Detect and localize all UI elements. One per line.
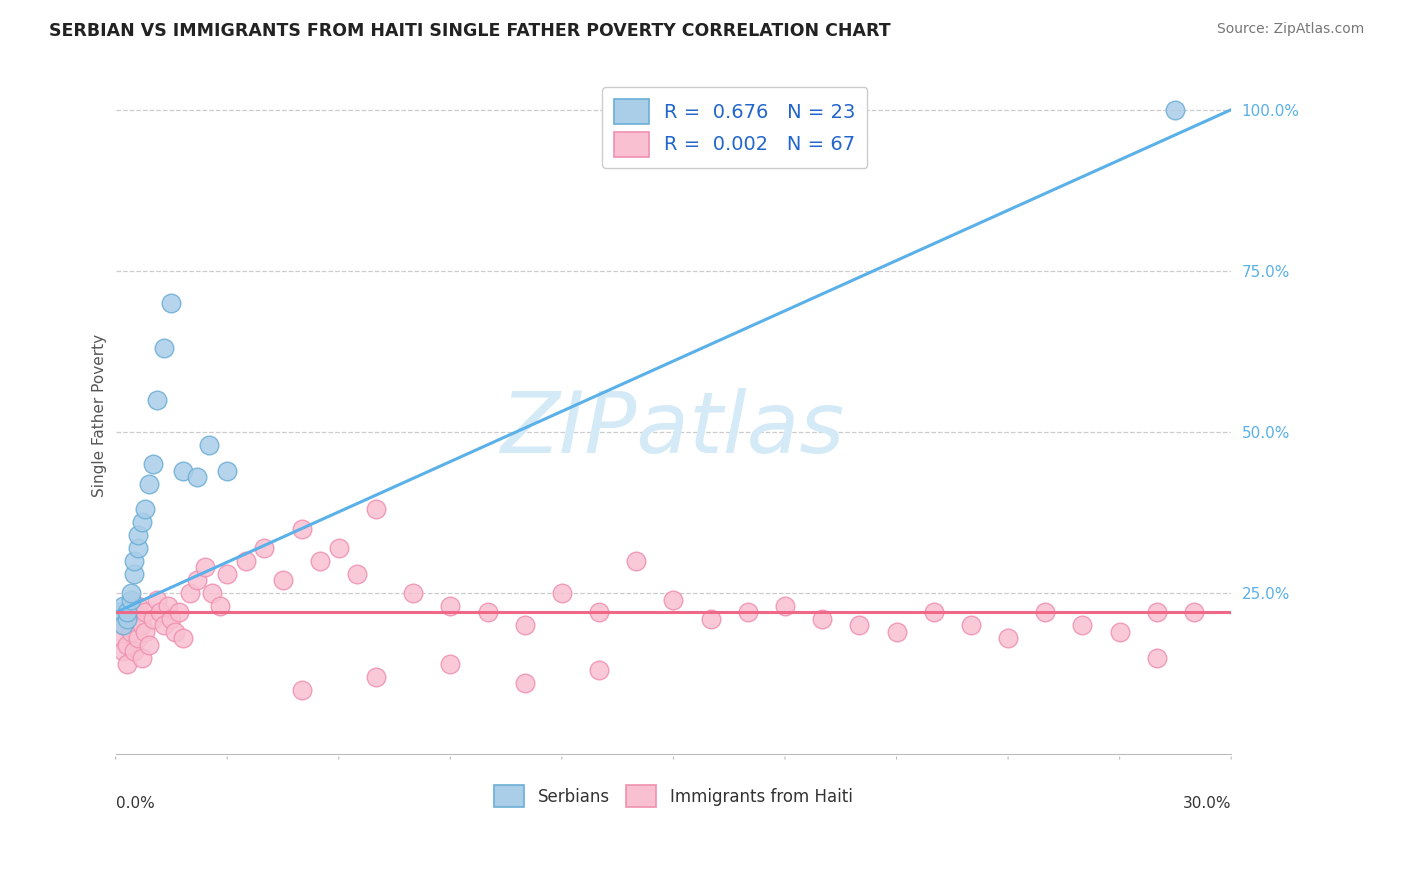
Point <box>1108 624 1130 639</box>
Point <box>626 554 648 568</box>
Point <box>1164 103 1187 117</box>
Point <box>160 296 183 310</box>
Point <box>439 599 461 613</box>
Point <box>120 624 142 639</box>
Legend: Serbians, Immigrants from Haiti: Serbians, Immigrants from Haiti <box>488 779 859 814</box>
Point <box>142 457 165 471</box>
Text: ZIPatlas: ZIPatlas <box>502 388 845 471</box>
Point <box>1146 650 1168 665</box>
Point <box>513 618 536 632</box>
Point <box>328 541 350 555</box>
Point <box>145 392 167 407</box>
Point <box>588 664 610 678</box>
Point <box>108 631 131 645</box>
Point <box>997 631 1019 645</box>
Point <box>172 464 194 478</box>
Point <box>290 522 312 536</box>
Point <box>112 644 135 658</box>
Point <box>290 682 312 697</box>
Point <box>127 631 149 645</box>
Point <box>115 612 138 626</box>
Point <box>364 502 387 516</box>
Point <box>127 599 149 613</box>
Point <box>115 606 138 620</box>
Point <box>120 586 142 600</box>
Y-axis label: Single Father Poverty: Single Father Poverty <box>93 334 107 498</box>
Point <box>848 618 870 632</box>
Point <box>662 592 685 607</box>
Point <box>1071 618 1094 632</box>
Point <box>149 606 172 620</box>
Point <box>165 624 187 639</box>
Point <box>131 650 153 665</box>
Point <box>122 606 145 620</box>
Text: 0.0%: 0.0% <box>115 796 155 811</box>
Point <box>160 612 183 626</box>
Point <box>235 554 257 568</box>
Point <box>153 341 176 355</box>
Point <box>477 606 499 620</box>
Point <box>253 541 276 555</box>
Point <box>197 438 219 452</box>
Point <box>122 566 145 581</box>
Point <box>217 464 239 478</box>
Point <box>153 618 176 632</box>
Point <box>186 470 208 484</box>
Point <box>1182 606 1205 620</box>
Point <box>115 638 138 652</box>
Point <box>120 612 142 626</box>
Text: SERBIAN VS IMMIGRANTS FROM HAITI SINGLE FATHER POVERTY CORRELATION CHART: SERBIAN VS IMMIGRANTS FROM HAITI SINGLE … <box>49 22 891 40</box>
Point <box>156 599 179 613</box>
Point <box>186 573 208 587</box>
Point <box>122 644 145 658</box>
Point <box>309 554 332 568</box>
Point <box>217 566 239 581</box>
Point <box>145 592 167 607</box>
Point <box>208 599 231 613</box>
Point <box>588 606 610 620</box>
Point <box>127 528 149 542</box>
Point <box>122 554 145 568</box>
Point <box>201 586 224 600</box>
Point <box>131 515 153 529</box>
Text: Source: ZipAtlas.com: Source: ZipAtlas.com <box>1216 22 1364 37</box>
Point <box>271 573 294 587</box>
Point <box>699 612 721 626</box>
Point <box>773 599 796 613</box>
Point <box>737 606 759 620</box>
Point <box>960 618 983 632</box>
Point <box>1033 606 1056 620</box>
Point <box>127 541 149 555</box>
Point <box>172 631 194 645</box>
Point <box>112 618 135 632</box>
Point <box>115 657 138 671</box>
Point <box>194 560 217 574</box>
Point <box>134 624 156 639</box>
Point <box>364 670 387 684</box>
Point <box>1146 606 1168 620</box>
Point <box>402 586 425 600</box>
Point <box>811 612 834 626</box>
Point <box>439 657 461 671</box>
Point <box>112 599 135 613</box>
Point <box>179 586 201 600</box>
Point <box>131 618 153 632</box>
Point <box>134 606 156 620</box>
Point <box>513 676 536 690</box>
Point <box>142 612 165 626</box>
Point <box>346 566 368 581</box>
Point <box>167 606 190 620</box>
Point <box>886 624 908 639</box>
Text: 30.0%: 30.0% <box>1182 796 1232 811</box>
Point <box>138 638 160 652</box>
Point <box>138 476 160 491</box>
Point <box>134 502 156 516</box>
Point <box>112 618 135 632</box>
Point <box>922 606 945 620</box>
Point <box>108 606 131 620</box>
Point <box>551 586 574 600</box>
Point <box>120 592 142 607</box>
